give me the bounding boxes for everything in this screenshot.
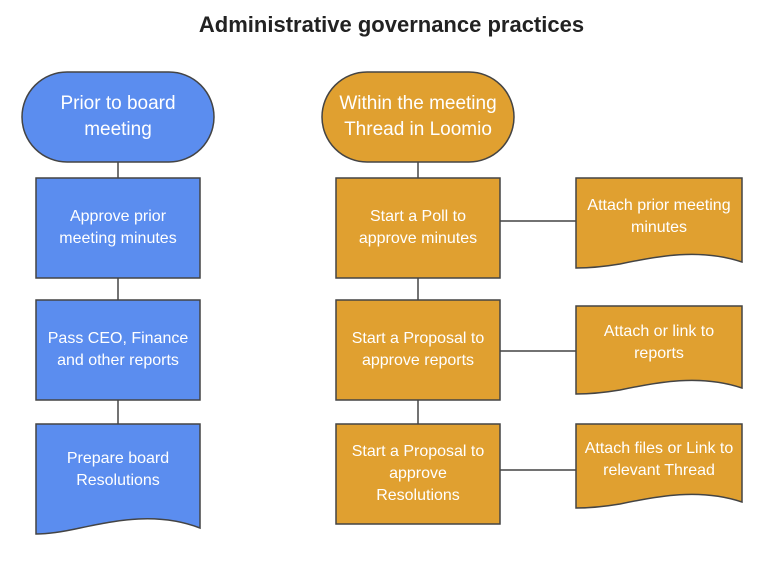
middle-step-3-box [335, 423, 501, 525]
connectors [117, 162, 576, 471]
right-doc-3 [575, 423, 743, 509]
middle-step-2-label: Start a Proposal to approve reports [351, 330, 485, 369]
right-doc-2-label: Attach or link to reports [603, 323, 715, 362]
left-step-1-label: Approve prior meeting minutes [59, 208, 177, 247]
left-step-2-label: Pass CEO, Finance and other reports [47, 330, 189, 369]
left-step-3-document [35, 423, 201, 535]
left-step-1-box [35, 177, 201, 279]
middle-step-1-label: Start a Poll to approve minutes [358, 208, 478, 247]
middle-header-terminal [321, 71, 515, 163]
middle-step-1-box [335, 177, 501, 279]
diagram-title: Administrative governance practices [198, 12, 585, 37]
left-step-3-label: Prepare board Resolutions [66, 450, 170, 489]
left-header-terminal [21, 71, 215, 163]
middle-step-2-box [335, 299, 501, 401]
right-doc-2 [575, 305, 743, 395]
middle-header-label: Within the meeting Thread in Loomio [339, 93, 497, 140]
left-header-label: Prior to board meeting [60, 93, 176, 140]
middle-step-3-label: Start a Proposal to approve Resolutions [351, 443, 485, 504]
right-doc-1 [575, 177, 743, 269]
right-doc-1-label: Attach prior meeting minutes [587, 197, 731, 236]
left-step-2-box [35, 299, 201, 401]
right-doc-3-label: Attach files or Link to relevant Thread [584, 440, 734, 479]
